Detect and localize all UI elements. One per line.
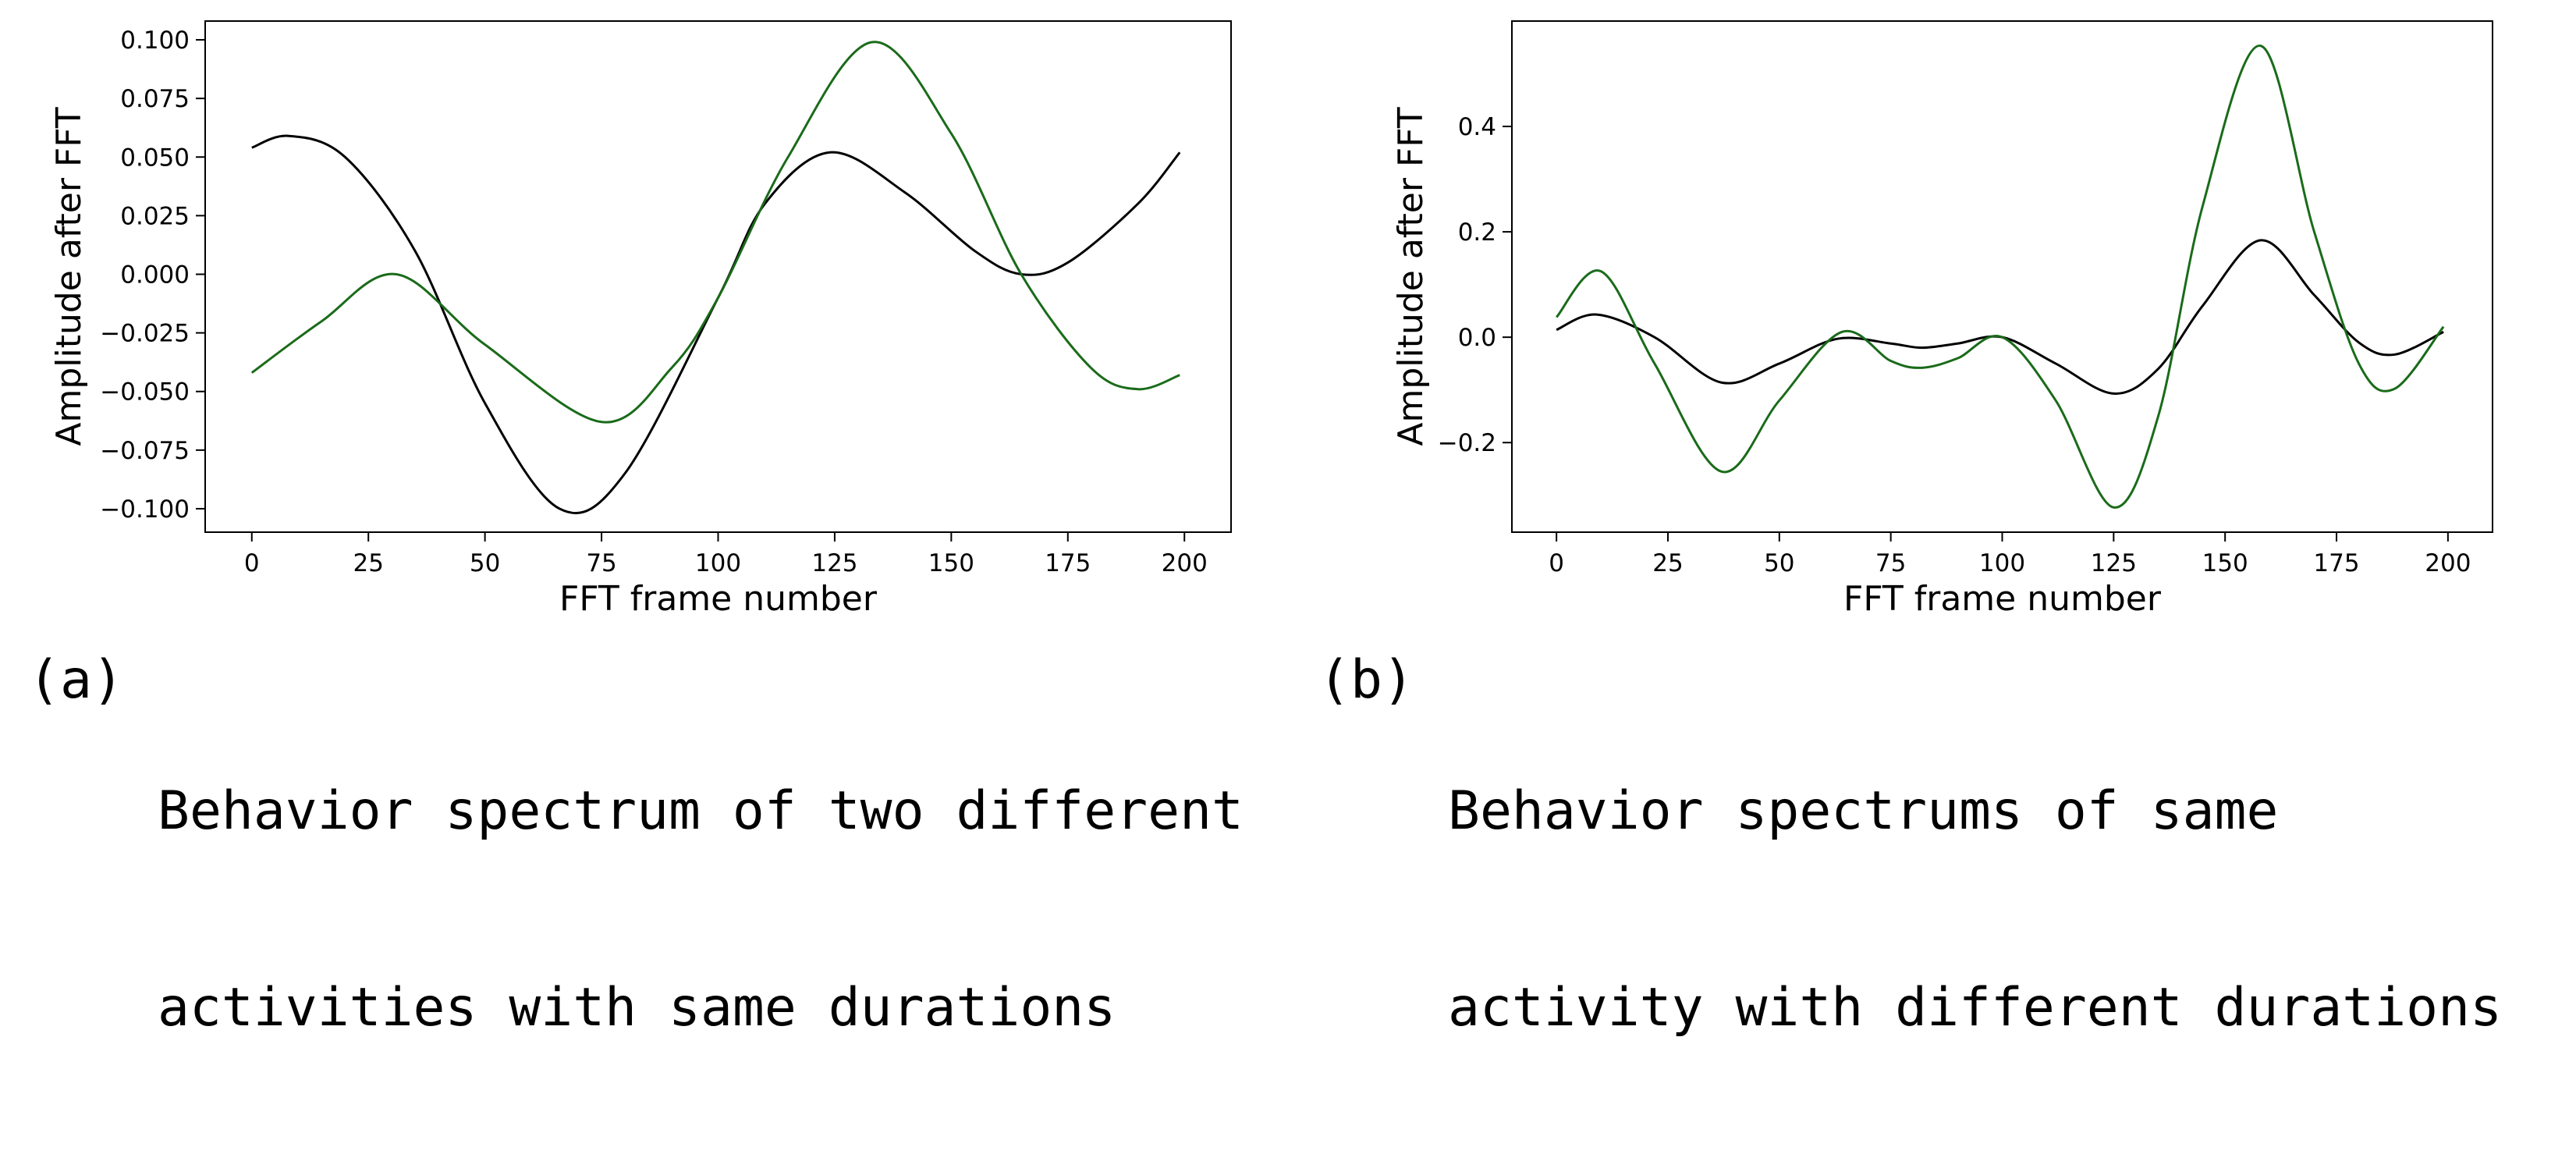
chart-a: 0 25 50 75 100 125 150 175 200 −0.100 −0.075 −0.050… [49,20,1232,619]
chart-b-xtick-label: 125 [2091,549,2137,577]
chart-a-x-axis-label: FFT frame number [559,579,878,619]
caption-a-text: Behavior spectrum of two different activ… [158,648,1244,1172]
chart-a-xtick-label: 75 [586,549,616,577]
chart-a-plot-frame [204,20,1232,533]
caption-b-text: Behavior spectrums of same activity with… [1448,648,2502,1172]
chart-b-xtick-label: 100 [1979,549,2025,577]
chart-b-xtick-label: 150 [2202,549,2248,577]
chart-a-ytick-label: 0.050 [120,144,190,172]
chart-a-ytick-label: 0.000 [120,261,190,289]
chart-b-xtick-label: 50 [1764,549,1794,577]
chart-a-series-black-line [251,134,1181,515]
chart-b-xtick-label: 0 [1549,549,1564,577]
chart-a-series-green-line [250,41,1180,424]
chart-a-xtick-label: 125 [811,549,857,577]
chart-a-y-axis-label: Amplitude after FFT [49,107,89,446]
chart-b-series-black-line [1556,239,2444,395]
chart-b-series-green-line [1555,44,2445,509]
chart-b-ytick-label: 0.0 [1458,324,1496,352]
caption-a-line-1: Behavior spectrum of two different [158,780,1244,842]
chart-a-ytick-label: 0.100 [120,27,190,55]
caption-a: (a) Behavior spectrum of two different a… [28,648,1244,1039]
chart-a-xtick-label: 25 [353,549,383,577]
chart-a-xtick-label: 175 [1045,549,1091,577]
chart-a-xtick-label: 0 [244,549,260,577]
chart-b-ytick-label: 0.4 [1458,113,1496,141]
caption-b-label: (b) [1318,649,1414,711]
chart-a-ytick-label: −0.100 [100,495,190,524]
chart-a-xtick-label: 200 [1162,549,1208,577]
chart-b-y-axis-label: Amplitude after FFT [1391,107,1431,446]
chart-a-ytick-label: 0.025 [120,202,190,230]
chart-b: 0 25 50 75 100 125 150 175 200 −0.2 0.0 0.2 0.4 FFT f… [1391,20,2493,619]
chart-a-ytick-label: 0.075 [120,85,190,113]
chart-b-xtick-label: 25 [1652,549,1683,577]
chart-b-xtick-label: 75 [1875,549,1906,577]
chart-b-x-axis-label: FFT frame number [1843,579,2162,619]
caption-b-line-2: activity with different durations [1448,977,2503,1039]
chart-b-plot-frame [1511,20,2493,533]
chart-a-ytick-label: −0.075 [100,437,190,465]
caption-b: (b) Behavior spectrums of same activity … [1318,648,2502,1039]
caption-a-line-2: activities with same durations [158,977,1116,1039]
chart-a-ytick-label: −0.025 [100,320,190,348]
chart-a-xtick-label: 100 [695,549,741,577]
chart-b-ytick-label: −0.2 [1438,429,1496,457]
chart-a-ytick-label: −0.050 [100,378,190,407]
caption-a-label: (a) [28,649,124,711]
chart-b-xtick-label: 200 [2425,549,2471,577]
chart-b-ytick-label: 0.2 [1458,218,1496,247]
chart-a-xtick-label: 150 [928,549,974,577]
caption-b-line-1: Behavior spectrums of same [1448,780,2279,842]
chart-b-xtick-label: 175 [2313,549,2359,577]
figure: 0 25 50 75 100 125 150 175 200 −0.100 −0.075 −0.050… [49,20,2493,619]
chart-a-xtick-label: 50 [470,549,500,577]
